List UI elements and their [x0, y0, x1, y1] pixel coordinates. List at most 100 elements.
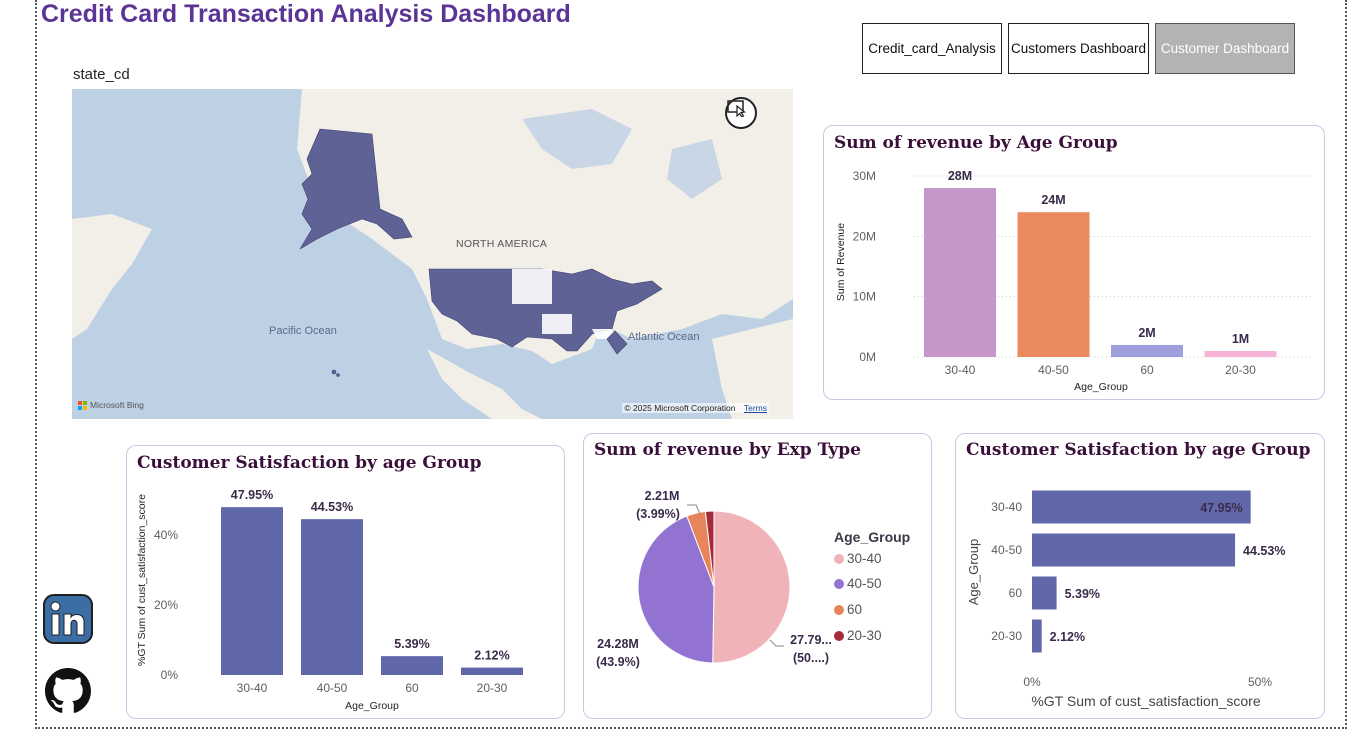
legend-dot	[834, 578, 844, 589]
page-title: Credit Card Transaction Analysis Dashboa…	[41, 0, 571, 28]
bing-attribution: Microsoft Bing	[78, 400, 144, 410]
state-ak[interactable]	[299, 128, 413, 250]
satisfaction-bar-chart: 30-40 47.95% 40-50 44.53% 60 5.39% 20-30 2.12% 0…	[966, 490, 1285, 709]
x-tick-label: 40-50	[1038, 363, 1069, 377]
state-hi-2[interactable]	[336, 373, 340, 377]
x-tick-label: 20-30	[477, 681, 508, 695]
bar-20-30[interactable]	[461, 667, 523, 675]
pie-legend-title: Age_Group	[834, 529, 911, 545]
bar-40-50[interactable]	[1017, 212, 1090, 357]
satisfaction-column-title: Customer Satisfaction by age Group	[137, 453, 482, 473]
revenue-by-age-title: Sum of revenue by Age Group	[834, 133, 1118, 153]
revenue-by-age-chart: 0M 10M 20M 30M 28M 30-40 24M 40-50 2M 60 1M 20-30 Ag…	[835, 169, 1314, 393]
x-tick-label: 60	[1140, 363, 1154, 377]
y-tick-label: 20%	[154, 598, 178, 612]
data-label: 44.53%	[1243, 544, 1285, 558]
bar-30-40[interactable]	[1032, 490, 1251, 524]
data-label: 47.95%	[1200, 501, 1242, 515]
bar-20-30[interactable]	[1204, 350, 1277, 357]
y-tick-label: 30M	[853, 169, 876, 183]
bar-30-40[interactable]	[924, 188, 996, 357]
pie-legend-item-30-40[interactable]: 30-40	[834, 551, 882, 566]
nav-button-customer-dashboard[interactable]: Customer Dashboard	[1155, 23, 1295, 74]
pie-label-percent: (50....)	[793, 651, 829, 665]
pie-slice-30-40[interactable]	[712, 510, 791, 664]
y-tick-label: 60	[1009, 586, 1023, 600]
pie-label-value: 24.28M	[597, 637, 639, 651]
legend-dot	[834, 553, 844, 564]
state-map[interactable]: NORTH AMERICA Pacific Ocean Atlantic Oce…	[72, 89, 793, 419]
revenue-by-exp-title: Sum of revenue by Exp Type	[594, 440, 861, 460]
y-axis-title: Sum of Revenue	[835, 223, 847, 301]
y-axis-title: %GT Sum of cust_satisfaction_score	[136, 494, 148, 666]
bar-60[interactable]	[1032, 576, 1057, 610]
data-label: 24M	[1041, 193, 1065, 207]
satisfaction-bar-title: Customer Satisfaction by age Group	[966, 440, 1311, 460]
pie-label-value: 2.21M	[645, 489, 680, 503]
legend-dot	[834, 604, 844, 615]
pie-label-percent: (43.9%)	[596, 655, 640, 669]
bar-60[interactable]	[381, 656, 443, 675]
map-label-pacific: Pacific Ocean	[269, 325, 337, 337]
state-fl[interactable]	[606, 330, 628, 355]
satisfaction-bar-card[interactable]: Customer Satisfaction by age Group 30-40…	[955, 433, 1325, 719]
revenue-by-exp-chart: 2.21M (3.99%) 24.28M (43.9%) 27.79... (50....…	[596, 489, 832, 669]
data-label: 47.95%	[231, 488, 273, 502]
y-tick-label: 10M	[853, 290, 876, 304]
y-tick-label: 40%	[154, 528, 178, 542]
nav-button-credit-card-analysis[interactable]: Credit_card_Analysis	[862, 23, 1002, 74]
pie-slice-40-50[interactable]	[637, 515, 715, 664]
data-label: 44.53%	[311, 500, 353, 514]
y-tick-label: 20M	[853, 229, 876, 243]
y-tick-label: 20-30	[991, 629, 1022, 643]
revenue-by-age-card[interactable]: Sum of revenue by Age Group 0M 10M 20M 30M 2…	[823, 125, 1325, 400]
x-axis-title: %GT Sum of cust_satisfaction_score	[1031, 693, 1260, 709]
y-axis-title: Age_Group	[966, 539, 981, 606]
github-icon[interactable]	[45, 668, 91, 714]
map-title: state_cd	[73, 66, 130, 83]
bar-40-50[interactable]	[301, 519, 363, 675]
data-label: 28M	[948, 169, 972, 183]
pie-legend-item-40-50[interactable]: 40-50	[834, 576, 882, 591]
satisfaction-column-chart: 0% 20% 40% 47.95% 30-40 44.53% 40-50 5.39% 60 2.1…	[136, 488, 523, 712]
y-tick-label: 0M	[859, 350, 876, 364]
leader-line	[769, 639, 784, 647]
map-select-tool-button[interactable]	[725, 97, 757, 129]
bar-30-40[interactable]	[221, 507, 283, 675]
x-tick-label: 40-50	[317, 681, 348, 695]
report-canvas	[35, 0, 1347, 729]
bar-40-50[interactable]	[1032, 533, 1236, 567]
legend-label: 60	[847, 602, 863, 617]
nav-button-customers-dashboard[interactable]: Customers Dashboard	[1008, 23, 1149, 74]
legend-label: 30-40	[847, 551, 882, 566]
bing-attribution-text: Microsoft Bing	[90, 400, 144, 410]
terms-link[interactable]: Terms	[743, 403, 767, 413]
x-tick-label: 0%	[1023, 675, 1041, 689]
x-tick-label: 50%	[1248, 675, 1272, 689]
legend-label: 20-30	[847, 628, 882, 643]
pie-label-value: 27.79...	[790, 633, 832, 647]
map-label-north-america: NORTH AMERICA	[456, 238, 548, 250]
revenue-by-exp-card[interactable]: Sum of revenue by Exp Type 2.21M (3.99%) 2…	[583, 433, 932, 719]
map-label-atlantic: Atlantic Ocean	[628, 331, 700, 343]
satisfaction-column-card[interactable]: Customer Satisfaction by age Group 0% 20%…	[126, 445, 565, 719]
x-axis-title: Age_Group	[1074, 381, 1128, 393]
data-label: 1M	[1232, 332, 1249, 346]
y-tick-label: 0%	[161, 668, 179, 682]
pie-slice-20-30[interactable]	[704, 510, 715, 588]
y-tick-label: 30-40	[991, 500, 1022, 514]
data-label: 2.12%	[1050, 630, 1085, 644]
pie-legend-item-60[interactable]: 60	[834, 602, 862, 617]
state-hi[interactable]	[331, 369, 337, 375]
x-tick-label: 30-40	[945, 363, 976, 377]
linkedin-icon[interactable]	[43, 594, 93, 644]
bar-20-30[interactable]	[1032, 619, 1042, 653]
legend-dot	[834, 630, 844, 641]
data-label: 2.12%	[474, 649, 509, 663]
x-tick-label: 30-40	[237, 681, 268, 695]
x-tick-label: 60	[405, 681, 419, 695]
data-label: 2M	[1138, 326, 1155, 340]
bar-60[interactable]	[1111, 344, 1183, 357]
map-graphic	[72, 89, 793, 419]
pie-legend-item-20-30[interactable]: 20-30	[834, 628, 882, 643]
